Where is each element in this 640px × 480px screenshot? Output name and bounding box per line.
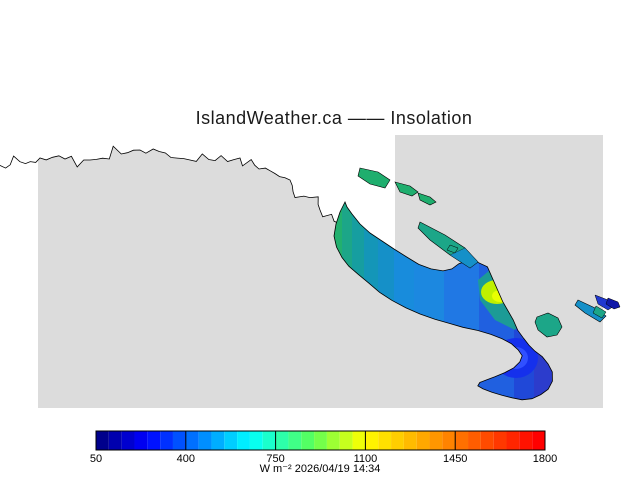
svg-text:1800: 1800 — [533, 453, 557, 465]
svg-text:50: 50 — [90, 453, 102, 465]
svg-text:400: 400 — [177, 453, 195, 465]
svg-text:1450: 1450 — [443, 453, 467, 465]
svg-text:W m⁻² 2026/04/19 14:34: W m⁻² 2026/04/19 14:34 — [260, 463, 381, 475]
